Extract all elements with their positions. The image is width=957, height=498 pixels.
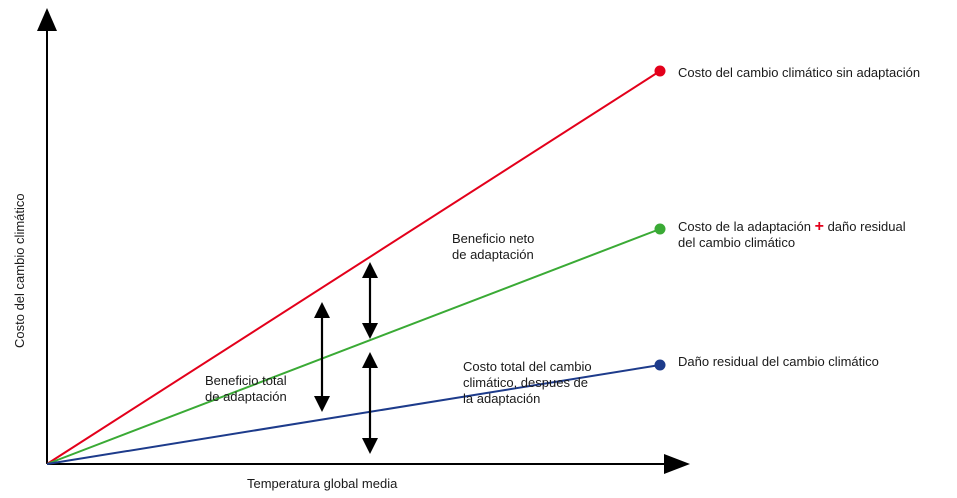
label-adaptacion-part2: daño residual xyxy=(827,219,906,234)
label-residual: Daño residual del cambio climático xyxy=(678,354,879,369)
line-residual xyxy=(46,364,661,465)
y-axis-label: Costo del cambio climático xyxy=(12,193,27,348)
annotation-beneficio-total: Beneficio total de adaptación xyxy=(205,373,287,404)
annotation-beneficio-neto: Beneficio neto de adaptación xyxy=(452,231,535,262)
y-axis-arrowhead xyxy=(37,8,57,31)
dot-adaptacion-mas-residual xyxy=(654,223,666,235)
arrow-beneficio-total xyxy=(314,302,330,412)
arrow-beneficio-neto xyxy=(362,262,378,339)
label-adaptacion-part1: Costo de la adaptación xyxy=(678,219,811,234)
x-axis-arrowhead xyxy=(664,454,690,474)
x-axis-label: Temperatura global media xyxy=(247,476,398,491)
annotation-costo-total: Costo total del cambio climático, despue… xyxy=(463,359,592,406)
dot-sin-adaptacion xyxy=(654,65,666,77)
line-sin-adaptacion xyxy=(46,70,661,465)
label-sin-adaptacion: Costo del cambio climático sin adaptació… xyxy=(678,65,921,80)
dot-residual xyxy=(654,359,666,371)
arrow-costo-total xyxy=(362,352,378,454)
line-adaptacion-mas-residual xyxy=(46,228,661,465)
plus-sign: + xyxy=(814,218,824,235)
label-adaptacion-line2: del cambio climático xyxy=(678,235,796,250)
label-adaptacion-mas-residual: Costo de la adaptación + daño residual d… xyxy=(678,219,906,251)
